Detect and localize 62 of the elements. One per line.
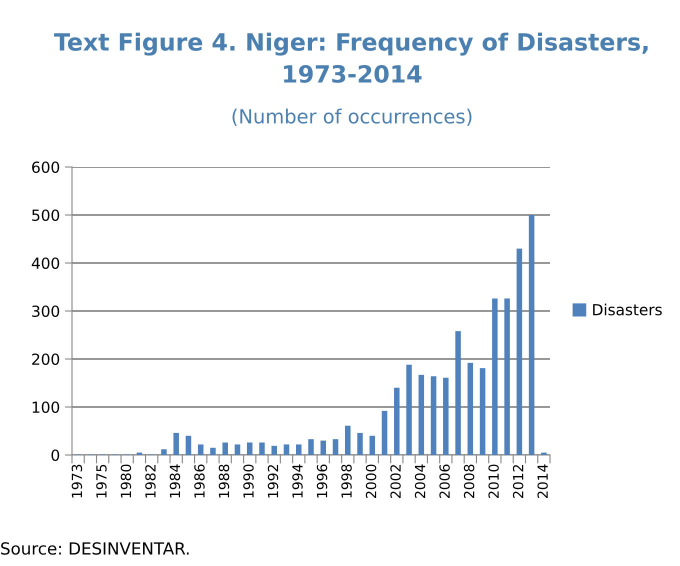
y-tick-label: 100 <box>32 401 60 414</box>
y-tick-label: 500 <box>32 209 60 222</box>
bar <box>443 378 449 455</box>
bar <box>246 442 252 455</box>
y-tick-label: 600 <box>32 161 60 174</box>
bar <box>516 248 522 455</box>
bar <box>430 376 436 455</box>
x-tick-label: 1975 <box>96 464 107 498</box>
x-tick-label: 1984 <box>170 464 180 498</box>
x-tick-label: 1980 <box>120 464 132 498</box>
x-tick-label: 1994 <box>292 464 303 498</box>
chart-subtitle: (Number of occurrences) <box>232 108 472 126</box>
y-tick-label: 400 <box>32 257 60 270</box>
bar <box>492 298 498 455</box>
bar <box>504 298 510 455</box>
bar <box>161 449 167 455</box>
x-tick-label: 1996 <box>316 464 328 498</box>
bar <box>468 362 474 455</box>
bar <box>210 448 216 455</box>
x-tick-label: 2000 <box>366 464 376 498</box>
bar <box>345 426 351 455</box>
x-tick-label: 2006 <box>439 464 450 498</box>
bar <box>222 442 228 455</box>
bar <box>186 436 192 455</box>
y-tick-label: 0 <box>51 449 60 462</box>
x-tick-label: 1998 <box>341 464 352 498</box>
x-tick-label: 2012 <box>512 465 524 498</box>
x-tick-label: 1986 <box>194 464 205 498</box>
x-tick-label: 2010 <box>488 464 499 498</box>
y-tick-label: 200 <box>32 353 60 366</box>
bar <box>357 432 363 455</box>
x-tick-label: 1982 <box>145 465 156 498</box>
bar <box>370 436 376 455</box>
bar <box>296 444 302 455</box>
bar <box>198 444 204 455</box>
bar <box>271 446 277 455</box>
x-tick-label: 1988 <box>218 464 230 498</box>
bar <box>528 215 534 455</box>
x-tick-label: 2008 <box>464 464 474 498</box>
x-tick-label: 2014 <box>537 464 548 498</box>
bar <box>332 439 338 455</box>
source-note: Source: DESINVENTAR. <box>1 542 189 555</box>
x-tick-label: 2004 <box>414 464 426 498</box>
y-tick-label: 300 <box>32 305 60 318</box>
chart-title: Text Figure 4. Niger: Frequency of Disasters, 1973-2014 <box>54 32 648 83</box>
bar <box>234 444 240 455</box>
x-tick-label: 1973 <box>72 464 82 498</box>
bar <box>284 444 290 455</box>
x-tick-label: 1992 <box>268 465 278 498</box>
legend-label: Disasters <box>593 304 662 316</box>
bar <box>382 410 388 455</box>
bar <box>320 440 326 455</box>
bar <box>259 442 265 455</box>
bar <box>455 331 461 455</box>
x-tick-label: 2002 <box>390 465 401 498</box>
x-tick-label: 1990 <box>243 464 254 498</box>
bar <box>418 374 424 455</box>
bar <box>173 432 179 455</box>
bar <box>308 439 314 455</box>
bar <box>406 364 412 455</box>
bar <box>394 388 400 455</box>
bar <box>480 368 486 455</box>
